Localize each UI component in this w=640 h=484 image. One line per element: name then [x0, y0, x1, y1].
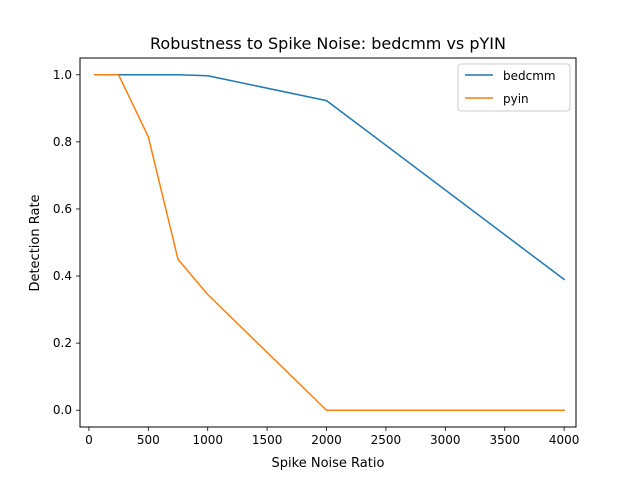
x-tick-label: 4000	[549, 433, 580, 447]
y-tick-label: 0.8	[53, 135, 72, 149]
x-tick-label: 500	[137, 433, 160, 447]
y-tick-label: 0.4	[53, 269, 72, 283]
legend-label-bedcmm: bedcmm	[503, 69, 556, 83]
x-axis-ticks: 0 500 1000 1500 2000 2500 3000 3500 4000	[85, 427, 579, 447]
x-tick-label: 1500	[252, 433, 283, 447]
series-line-pyin	[94, 74, 565, 411]
y-axis-ticks: 0.0 0.2 0.4 0.6 0.8 1.0	[53, 68, 80, 417]
x-tick-label: 2000	[311, 433, 342, 447]
series-lines	[94, 74, 566, 411]
chart-title: Robustness to Spike Noise: bedcmm vs pYI…	[150, 34, 506, 53]
y-axis-label: Detection Rate	[28, 194, 43, 291]
y-tick-label: 1.0	[53, 68, 72, 82]
y-tick-label: 0.6	[53, 202, 72, 216]
y-tick-label: 0.0	[53, 403, 72, 417]
x-tick-label: 3000	[430, 433, 461, 447]
x-tick-label: 2500	[371, 433, 402, 447]
y-tick-label: 0.2	[53, 336, 72, 350]
plot-area: 0 500 1000 1500 2000 2500 3000 3500 4000 0.00.20…	[53, 57, 579, 447]
x-tick-label: 1000	[192, 433, 223, 447]
x-tick-label: 3500	[489, 433, 520, 447]
legend: bedcmm pyin	[457, 63, 571, 112]
x-axis-label: Spike Noise Ratio	[272, 456, 385, 471]
x-tick-label: 0	[85, 433, 93, 447]
legend-label-pyin: pyin	[503, 92, 529, 106]
axes-frame	[79, 57, 577, 428]
